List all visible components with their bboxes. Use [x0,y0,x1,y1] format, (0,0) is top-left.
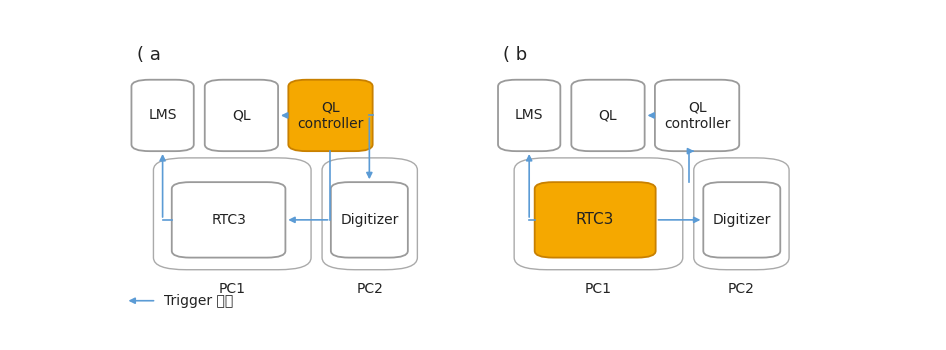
Text: Digitizer: Digitizer [341,213,398,227]
FancyBboxPatch shape [289,80,373,151]
FancyBboxPatch shape [571,80,644,151]
Text: Digitizer: Digitizer [712,213,771,227]
Text: RTC3: RTC3 [576,212,614,228]
FancyBboxPatch shape [693,158,789,270]
FancyBboxPatch shape [204,80,278,151]
Text: LMS: LMS [149,108,177,122]
FancyBboxPatch shape [498,80,560,151]
Text: PC2: PC2 [728,282,755,296]
Text: ( a: ( a [136,46,161,63]
Text: QL: QL [599,108,618,122]
FancyBboxPatch shape [655,80,739,151]
Text: QL: QL [232,108,251,122]
FancyBboxPatch shape [153,158,311,270]
Text: PC1: PC1 [219,282,246,296]
FancyBboxPatch shape [172,182,286,258]
FancyBboxPatch shape [331,182,408,258]
FancyBboxPatch shape [703,182,780,258]
Text: ( b: ( b [503,46,528,63]
Text: QL
controller: QL controller [297,100,363,131]
Text: PC2: PC2 [357,282,383,296]
Text: RTC3: RTC3 [211,213,246,227]
FancyBboxPatch shape [534,182,656,258]
Text: LMS: LMS [515,108,543,122]
FancyBboxPatch shape [515,158,683,270]
FancyBboxPatch shape [322,158,417,270]
Text: Trigger 송신: Trigger 송신 [164,294,233,308]
FancyBboxPatch shape [131,80,194,151]
Text: QL
controller: QL controller [664,100,730,131]
Text: PC1: PC1 [585,282,612,296]
